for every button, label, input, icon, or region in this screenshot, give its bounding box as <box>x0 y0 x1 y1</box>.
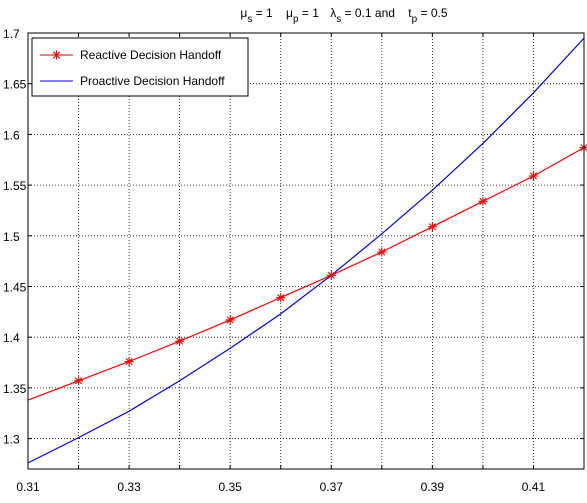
x-tick-label: 0.31 <box>16 480 40 494</box>
title-mu-p-sub: p <box>293 14 299 25</box>
legend-label-reactive: Reactive Decision Handoff <box>80 48 222 62</box>
y-tick-label: 1.6 <box>3 128 20 142</box>
series-line-reactive <box>27 147 585 401</box>
data-point-marker <box>175 336 185 346</box>
data-point-marker <box>478 196 488 206</box>
data-point-marker <box>225 315 235 325</box>
y-tick-label: 1.3 <box>3 433 20 447</box>
y-axis: 1.3 1.35 1.4 1.45 1.5 1.55 1.6 1.65 1.7 <box>3 27 584 447</box>
data-point-marker <box>276 293 286 303</box>
title-mu-p: μ <box>286 6 293 20</box>
legend-marker-reactive <box>52 50 61 60</box>
series-markers <box>74 143 587 386</box>
title-mu-s: μ <box>240 6 247 20</box>
data-point-marker <box>528 171 538 181</box>
title-lambda-s-value: = 0.1 and <box>341 6 395 20</box>
x-tick-label: 0.35 <box>219 480 243 494</box>
legend-box <box>31 37 249 97</box>
y-tick-label: 1.45 <box>3 280 27 294</box>
data-point-marker <box>427 222 437 232</box>
x-tick-label: 0.33 <box>117 480 141 494</box>
data-point-marker <box>74 376 84 386</box>
y-tick-label: 1.65 <box>3 78 27 92</box>
y-tick-label: 1.35 <box>3 382 27 396</box>
chart-title: μs = 1 μp = 1 λs = 0.1 and tp = 0.5 <box>240 6 447 25</box>
title-lambda-s-sub: s <box>336 14 341 25</box>
title-lambda-s: λ <box>330 6 336 20</box>
plot-frame <box>27 32 585 470</box>
data-point-marker <box>326 270 336 280</box>
x-axis: 0.31 0.33 0.35 0.37 0.39 0.41 <box>16 33 545 494</box>
x-tick-label: 0.39 <box>421 480 445 494</box>
y-tick-label: 1.7 <box>3 27 20 41</box>
title-t-p-value: = 0.5 <box>417 6 448 20</box>
title-t-p-sub: p <box>412 14 418 25</box>
x-tick-label: 0.37 <box>320 480 344 494</box>
series-lines <box>27 37 585 464</box>
y-tick-label: 1.4 <box>3 331 20 345</box>
legend: Reactive Decision Handoff Proactive Deci… <box>31 37 249 97</box>
title-mu-s-sub: s <box>247 14 252 25</box>
y-tick-label: 1.55 <box>3 179 27 193</box>
series-line-proactive <box>27 37 585 464</box>
grid-lines <box>28 33 584 469</box>
y-tick-label: 1.5 <box>3 230 20 244</box>
title-mu-s-value: = 1 <box>252 6 273 20</box>
x-tick-label: 0.41 <box>522 480 546 494</box>
legend-label-proactive: Proactive Decision Handoff <box>80 74 225 88</box>
data-point-marker <box>579 143 587 153</box>
data-point-marker <box>52 50 61 60</box>
data-point-marker <box>124 357 134 367</box>
data-point-marker <box>377 247 387 257</box>
title-t-p: t <box>408 6 412 20</box>
title-mu-p-value: = 1 <box>299 6 320 20</box>
